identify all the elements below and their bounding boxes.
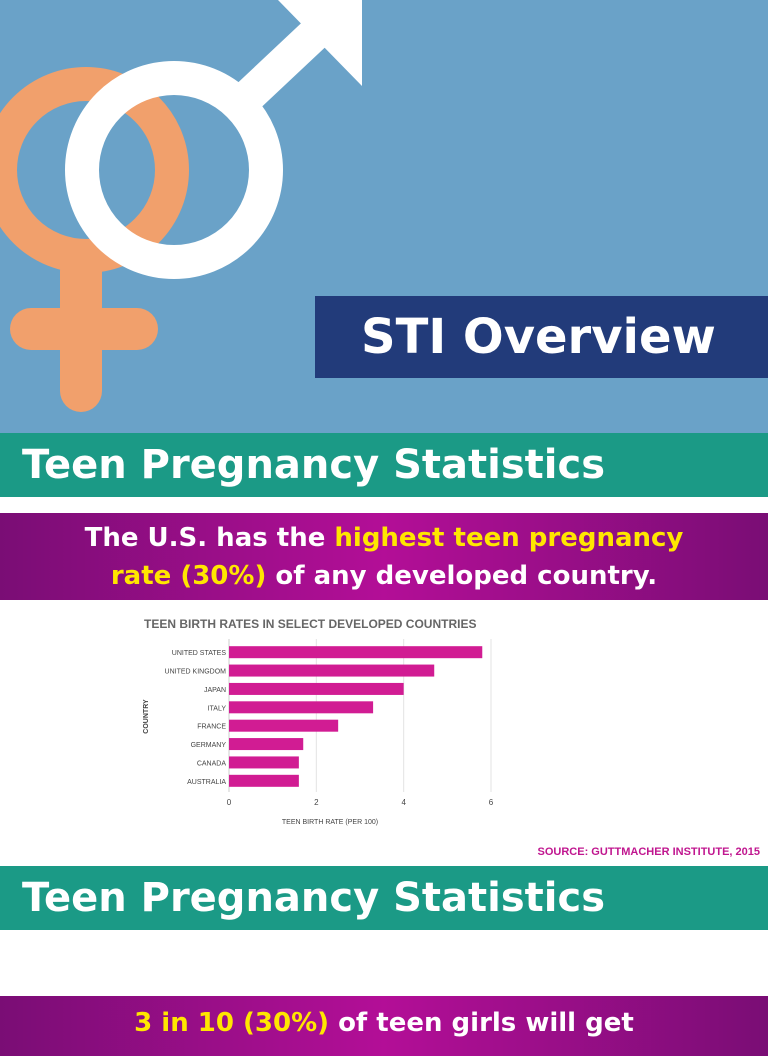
y-tick-label: GERMANY	[191, 742, 227, 749]
page-title: STI Overview	[315, 296, 768, 378]
hero-banner: STI Overview	[0, 0, 768, 433]
y-tick-label: FRANCE	[197, 724, 226, 731]
source-citation: SOURCE: GUTTMACHER INSTITUTE, 2015	[537, 846, 760, 858]
bar	[229, 682, 404, 695]
y-tick-label: UNITED STATES	[172, 650, 227, 657]
bar	[229, 646, 483, 659]
male-symbol-icon	[65, 0, 362, 279]
bar	[229, 664, 435, 677]
y-tick-label: CANADA	[197, 760, 227, 767]
bar	[229, 756, 299, 769]
callout-line-1: The U.S. has the highest teen pregnancy	[84, 523, 684, 553]
section-heading: Teen Pregnancy Statistics	[0, 433, 768, 497]
x-tick-label: 0	[227, 798, 232, 807]
gender-symbols	[0, 0, 362, 412]
section-heading-2: Teen Pregnancy Statistics	[0, 866, 768, 930]
statistic-callout-2: 3 in 10 (30%) of teen girls will get	[0, 996, 768, 1056]
chart-title: TEEN BIRTH RATES IN SELECT DEVELOPED COU…	[144, 617, 476, 631]
y-tick-label: UNITED KINGDOM	[165, 669, 227, 676]
y-axis-label: COUNTRY	[143, 699, 150, 734]
callout-line-2: rate (30%) of any developed country.	[110, 561, 658, 591]
bar	[229, 701, 374, 714]
bar	[229, 774, 299, 787]
x-tick-label: 4	[401, 798, 406, 807]
y-tick-label: AUSTRALIA	[187, 779, 226, 786]
y-tick-label: JAPAN	[204, 687, 226, 694]
x-tick-label: 6	[489, 798, 494, 807]
female-symbol-icon	[0, 67, 189, 412]
bar	[229, 738, 304, 751]
y-tick-label: ITALY	[208, 705, 227, 712]
bar	[229, 719, 339, 732]
x-axis-label: TEEN BIRTH RATE (PER 100)	[282, 819, 378, 826]
statistic-callout: The U.S. has the highest teen pregnancy …	[0, 513, 768, 600]
x-tick-label: 2	[314, 798, 319, 807]
teen-birth-rate-chart: TEEN BIRTH RATES IN SELECT DEVELOPED COU…	[143, 617, 494, 826]
